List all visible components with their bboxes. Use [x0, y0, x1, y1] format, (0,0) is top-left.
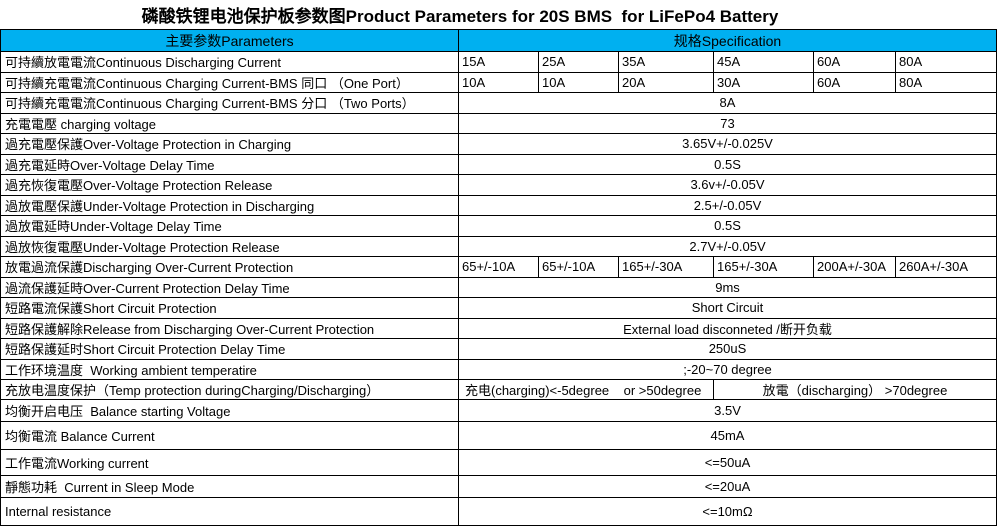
spec-value: 20A [619, 72, 714, 93]
table-row-internal-resistance: Internal resistance <=10mΩ [1, 498, 997, 526]
spec-value: 65+/-10A [459, 257, 539, 278]
spec-value: 80A [896, 72, 997, 93]
header-parameters: 主要参数Parameters [1, 30, 459, 52]
table-row-over-voltage-release: 過充恢復電壓Over-Voltage Protection Release 3.… [1, 175, 997, 196]
spec-value: 30A [714, 72, 814, 93]
param-label: 過充電壓保護Over-Voltage Protection in Chargin… [1, 134, 459, 155]
spec-value: 3.6v+/-0.05V [459, 175, 997, 196]
spec-table: 主要参数Parameters 规格Specification 可持續放電電流Co… [0, 29, 997, 526]
spec-value: 250uS [459, 339, 997, 360]
param-label: 短路保護延时Short Circuit Protection Delay Tim… [1, 339, 459, 360]
table-row-charge-current-two-ports: 可持續充電電流Continuous Charging Current-BMS 分… [1, 93, 997, 114]
spec-value: 0.5S [459, 216, 997, 237]
table-row-temp-protection: 充放电温度保护（Temp protection duringCharging/D… [1, 380, 997, 400]
table-row-over-voltage-protection: 過充電壓保護Over-Voltage Protection in Chargin… [1, 134, 997, 155]
spec-value: 260A+/-30A [896, 257, 997, 278]
spec-value: 9ms [459, 277, 997, 298]
table-row-over-voltage-delay: 過充電延時Over-Voltage Delay Time 0.5S [1, 154, 997, 175]
param-label: 充電電壓 charging voltage [1, 113, 459, 134]
spec-value: 10A [459, 72, 539, 93]
table-row-under-voltage-release: 過放恢復電壓Under-Voltage Protection Release 2… [1, 236, 997, 257]
spec-value: 3.65V+/-0.025V [459, 134, 997, 155]
param-label: 過放電壓保護Under-Voltage Protection in Discha… [1, 195, 459, 216]
spec-value: Short Circuit [459, 298, 997, 319]
spec-value-discharging-temp: 放電（discharging） >70degree [714, 380, 997, 400]
param-label: 短路保護解除Release from Discharging Over-Curr… [1, 318, 459, 339]
spec-value: 45A [714, 52, 814, 73]
spec-value: 65+/-10A [539, 257, 619, 278]
spec-value: 73 [459, 113, 997, 134]
spec-value: ;-20~70 degree [459, 359, 997, 380]
param-label: 可持續充電電流Continuous Charging Current-BMS 同… [1, 72, 459, 93]
param-label: 靜態功耗 Current in Sleep Mode [1, 476, 459, 498]
table-row-charging-voltage: 充電電壓 charging voltage 73 [1, 113, 997, 134]
spec-value-charging-temp: 充电(charging)<-5degree or >50degree [459, 380, 714, 400]
param-label: 均衡電流 Balance Current [1, 422, 459, 450]
table-row-balance-starting-voltage: 均衡开启电压 Balance starting Voltage 3.5V [1, 400, 997, 422]
spec-value: 0.5S [459, 154, 997, 175]
table-row-short-circuit-delay: 短路保護延时Short Circuit Protection Delay Tim… [1, 339, 997, 360]
spec-value: 2.5+/-0.05V [459, 195, 997, 216]
param-label: 過充恢復電壓Over-Voltage Protection Release [1, 175, 459, 196]
spec-value: 25A [539, 52, 619, 73]
spec-value: 165+/-30A [619, 257, 714, 278]
spec-value: 3.5V [459, 400, 997, 422]
spec-value: <=20uA [459, 476, 997, 498]
param-label: 過流保護延時Over-Current Protection Delay Time [1, 277, 459, 298]
page-title: 磷酸铁锂电池保护板参数图Product Parameters for 20S B… [141, 7, 779, 26]
table-row-short-circuit-release: 短路保護解除Release from Discharging Over-Curr… [1, 318, 997, 339]
param-label: 放電過流保護Discharging Over-Current Protectio… [1, 257, 459, 278]
spec-value: 10A [539, 72, 619, 93]
spec-value: 8A [459, 93, 997, 114]
spec-value: <=50uA [459, 450, 997, 476]
spec-value: 200A+/-30A [814, 257, 896, 278]
table-row-short-circuit-protection: 短路電流保護Short Circuit Protection Short Cir… [1, 298, 997, 319]
spec-value: External load disconneted /断开负载 [459, 318, 997, 339]
param-label: 工作环境温度 Working ambient temperatire [1, 359, 459, 380]
param-label: 可持續充電電流Continuous Charging Current-BMS 分… [1, 93, 459, 114]
spec-value: 45mA [459, 422, 997, 450]
param-label: 充放电温度保护（Temp protection duringCharging/D… [1, 380, 459, 400]
spec-value: 60A [814, 72, 896, 93]
table-row-balance-current: 均衡電流 Balance Current 45mA [1, 422, 997, 450]
table-row-working-temperature: 工作环境温度 Working ambient temperatire ;-20~… [1, 359, 997, 380]
param-label: 過放恢復電壓Under-Voltage Protection Release [1, 236, 459, 257]
spec-value: 15A [459, 52, 539, 73]
spec-value: 80A [896, 52, 997, 73]
table-row-under-voltage-protection: 過放電壓保護Under-Voltage Protection in Discha… [1, 195, 997, 216]
table-row-charge-current-one-port: 可持續充電電流Continuous Charging Current-BMS 同… [1, 72, 997, 93]
param-label: 短路電流保護Short Circuit Protection [1, 298, 459, 319]
spec-value: 165+/-30A [714, 257, 814, 278]
table-row-under-voltage-delay: 過放電延時Under-Voltage Delay Time 0.5S [1, 216, 997, 237]
table-row-over-current-delay: 過流保護延時Over-Current Protection Delay Time… [1, 277, 997, 298]
param-label: 均衡开启电压 Balance starting Voltage [1, 400, 459, 422]
param-label: 工作電流Working current [1, 450, 459, 476]
param-label: 過放電延時Under-Voltage Delay Time [1, 216, 459, 237]
spec-value: 35A [619, 52, 714, 73]
table-row-working-current: 工作電流Working current <=50uA [1, 450, 997, 476]
table-row-over-current-protection: 放電過流保護Discharging Over-Current Protectio… [1, 257, 997, 278]
spec-value: <=10mΩ [459, 498, 997, 526]
param-label: Internal resistance [1, 498, 459, 526]
table-row-sleep-current: 靜態功耗 Current in Sleep Mode <=20uA [1, 476, 997, 498]
table-row-discharge-current: 可持續放電電流Continuous Discharging Current 15… [1, 52, 997, 73]
spec-value: 2.7V+/-0.05V [459, 236, 997, 257]
table-header-row: 主要参数Parameters 规格Specification [1, 30, 997, 52]
spec-value: 60A [814, 52, 896, 73]
param-label: 可持續放電電流Continuous Discharging Current [1, 52, 459, 73]
header-specification: 规格Specification [459, 30, 997, 52]
param-label: 過充電延時Over-Voltage Delay Time [1, 154, 459, 175]
